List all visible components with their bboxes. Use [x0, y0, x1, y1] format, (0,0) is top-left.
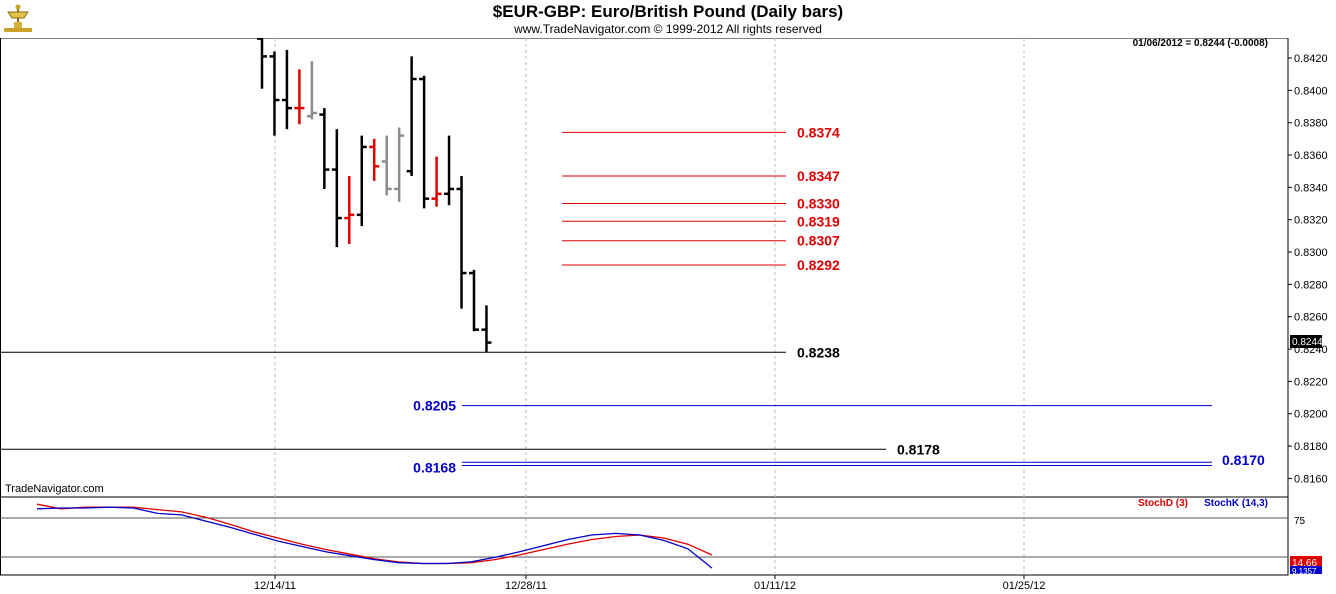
watermark-text: TradeNavigator.com: [5, 483, 104, 495]
price-axis-label: 0.8400: [1294, 85, 1328, 97]
level-label: 0.8374: [797, 124, 840, 140]
stochastic-panel: [36, 503, 713, 569]
level-label: 0.8178: [897, 441, 940, 457]
price-axis-label: 0.8260: [1294, 312, 1328, 324]
price-axis-label: 0.8200: [1294, 409, 1328, 421]
last-price-badge: 0.8244: [1292, 337, 1323, 348]
copyright-text: www.TradeNavigator.com © 1999-2012 All r…: [514, 22, 822, 36]
last-price-badge-bg: [1290, 335, 1322, 348]
price-bars: [257, 37, 492, 353]
stoch-series-line: [36, 506, 713, 569]
stoch-series-line: [36, 503, 713, 565]
level-label: 0.8168: [413, 459, 456, 475]
level-label: 0.8347: [797, 168, 840, 184]
ohlc-bar: [257, 37, 267, 89]
level-label: 0.8170: [1222, 452, 1265, 468]
date-axis-label: 12/14/11: [254, 580, 296, 592]
date-axis-label: 01/25/12: [1003, 580, 1046, 592]
price-axis-label: 0.8220: [1294, 376, 1328, 388]
stoch-badge-k-bg: [1290, 566, 1322, 574]
price-axis-label: 0.8340: [1294, 182, 1328, 194]
stoch-badge-d-bg: [1290, 556, 1322, 568]
level-label: 0.8330: [797, 196, 840, 212]
ohlc-bar: [431, 156, 442, 207]
ohlc-bar: [319, 108, 330, 189]
price-axis-label: 0.8300: [1294, 247, 1328, 259]
price-plot-border: [0, 37, 1289, 498]
ohlc-bar: [394, 127, 405, 202]
price-axis-label: 0.8420: [1294, 53, 1328, 65]
chart-frame: [0, 37, 1289, 576]
price-axis: 0.8420 0.8400 0.8380 0.8360 0.8340 0.8320 0.83…: [1288, 53, 1328, 485]
price-axis-label: 0.8380: [1294, 118, 1328, 130]
ohlc-bar: [281, 49, 292, 130]
grid-lines: [0, 38, 1288, 575]
date-axis: 12/14/11 12/28/11 01/11/12 01/25/12: [254, 575, 1045, 592]
date-axis-label: 12/28/11: [505, 580, 547, 592]
ohlc-bar: [331, 129, 342, 248]
ohlc-bar: [419, 75, 430, 209]
ohlc-bar: [344, 176, 355, 244]
price-axis-label: 0.8280: [1294, 279, 1328, 291]
price-axis-label: 0.8160: [1294, 473, 1328, 485]
price-axis-label: 0.8180: [1294, 441, 1328, 453]
level-label: 0.8205: [413, 398, 456, 414]
stoch-legend-d: StochD (3): [1138, 498, 1188, 509]
ohlc-bar: [356, 135, 367, 227]
date-axis-label: 01/11/12: [754, 580, 796, 592]
ohlc-bar: [444, 135, 455, 206]
ohlc-bar: [381, 135, 392, 196]
level-label: 0.8319: [797, 213, 840, 229]
chart-title: $EUR-GBP: Euro/British Pound (Daily bars…: [492, 2, 844, 21]
level-label: 0.8307: [797, 233, 840, 249]
trade-navigator-logo-icon: [4, 4, 32, 32]
stoch-legend-k: StochK (14,3): [1204, 498, 1268, 509]
level-label: 0.8238: [797, 344, 840, 360]
ohlc-bar: [406, 56, 417, 177]
ohlc-bar: [456, 176, 467, 309]
chart-header: $EUR-GBP: Euro/British Pound (Daily bars…: [0, 0, 1336, 38]
ohlc-bar: [306, 61, 317, 120]
ohlc-bar: [481, 305, 492, 353]
ohlc-bar: [468, 269, 479, 332]
stoch-badge-k: 9.1357: [1292, 567, 1317, 576]
price-axis-label: 0.8360: [1294, 150, 1328, 162]
ohlc-bar: [269, 51, 280, 136]
level-label: 0.8292: [797, 257, 840, 273]
stoch-badge-d: 14.66: [1292, 558, 1317, 569]
ohlc-bar: [294, 69, 305, 125]
price-readout: 01/06/2012 = 0.8244 (-0.0008): [1133, 38, 1268, 49]
price-axis-label: 0.8320: [1294, 215, 1328, 227]
ohlc-bar: [369, 138, 380, 181]
stoch-level-label: 75: [1294, 516, 1306, 527]
